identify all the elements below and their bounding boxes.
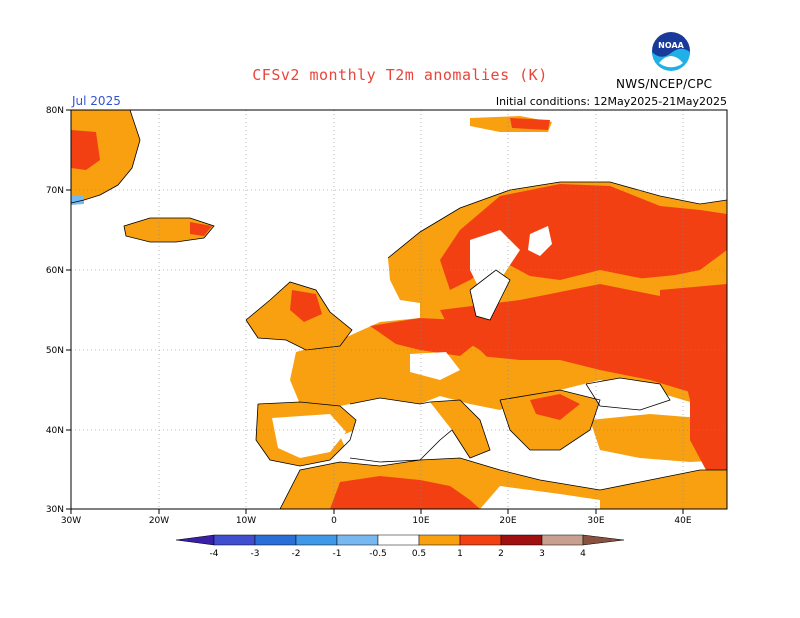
lon-label-10e: 10E [412,516,429,526]
coastline-layer [71,110,727,509]
britain-warm [290,290,322,322]
chart-title: CFSv2 monthly T2m anomalies (K) [252,66,548,84]
map-frame [70,109,728,510]
colorbar-swatch-5 [377,534,420,546]
black-sea [586,378,670,410]
lon-label-10w: 10W [236,516,256,526]
central-europe-warm [370,318,480,356]
turkey-warm [690,398,727,470]
scandinavia-white-gap [470,230,520,290]
lon-label-20w: 20W [149,516,169,526]
lat-label-70n: 70N [46,186,64,196]
gridlines [71,110,727,509]
colorbar-arrow-right [582,534,625,546]
initial-conditions: Initial conditions: 12May2025-21May2025 [495,95,727,108]
colorbar-swatch-3 [295,534,338,546]
agency-label: NWS/NCEP/CPC [616,77,713,91]
colorbar-label-neg1: -1 [333,549,342,559]
coastline-britain [245,281,353,351]
coastline-mediterranean [255,401,357,467]
colorbar: -4 -3 -2 -1 -0.5 0.5 1 2 3 4 [175,534,625,559]
north-africa-warm [330,476,480,509]
colorbar-swatch-4 [336,534,379,546]
colorbar-arrow-left [175,534,215,546]
far-east-warm [660,284,727,410]
coastline-iceland [123,217,215,243]
coastline-scandinavia [387,181,727,259]
coastline-greenland [71,110,141,204]
alps-white-gap [410,352,460,380]
coastline-balkans [499,389,601,451]
coastline-north-africa [279,457,727,509]
lat-label-50n: 50N [46,346,64,356]
greenland-cool-patch [71,195,84,205]
coastline-black-sea [585,377,671,411]
lat-axis: 80N 70N 60N 50N 40N 30N [46,106,71,515]
colorbar-label-neg3: -3 [251,549,260,559]
eastern-europe-warm [440,284,727,400]
noaa-logo: NOAA [651,31,691,71]
lon-axis: 30W 20W 10W 0 10E 20E 30E 40E [61,509,692,526]
greenland-warm-patch [71,130,100,170]
colorbar-swatch-2 [254,534,297,546]
lat-label-60n: 60N [46,266,64,276]
forecast-month: Jul 2025 [72,94,121,108]
map-fill-layer [71,110,727,509]
lon-label-40e: 40E [674,516,691,526]
colorbar-label-05: 0.5 [412,549,426,559]
italy-region [430,400,490,458]
colorbar-label-2: 2 [498,549,504,559]
colorbar-swatch-9 [541,534,584,546]
colorbar-label-neg05: -0.5 [369,549,387,559]
libya-white-gap [480,486,600,509]
logo-text: NOAA [658,41,684,50]
colorbar-label-neg4: -4 [210,549,219,559]
lon-label-0: 0 [331,516,337,526]
colorbar-label-neg2: -2 [292,549,301,559]
colorbar-label-4: 4 [580,549,586,559]
lat-label-30n: 30N [46,505,64,515]
colorbar-swatch-7 [459,534,502,546]
colorbar-label-3: 3 [539,549,545,559]
lat-label-80n: 80N [46,106,64,116]
lon-label-30w: 30W [61,516,81,526]
lon-label-20e: 20E [499,516,516,526]
iberia-white-gap [272,414,346,458]
lat-label-40n: 40N [46,426,64,436]
scandinavia-warm [440,184,727,290]
colorbar-swatch-1 [213,534,256,546]
mediterranean-west [340,418,440,462]
colorbar-label-1: 1 [457,549,463,559]
svalbard-warm [510,118,550,130]
finland-white-gap [528,226,552,256]
coastline-baltic [469,269,511,321]
colorbar-swatch-8 [500,534,543,546]
lon-label-30e: 30E [587,516,604,526]
balkans-warm [530,394,580,420]
colorbar-swatch-6 [418,534,461,546]
iceland-warm [190,222,212,236]
